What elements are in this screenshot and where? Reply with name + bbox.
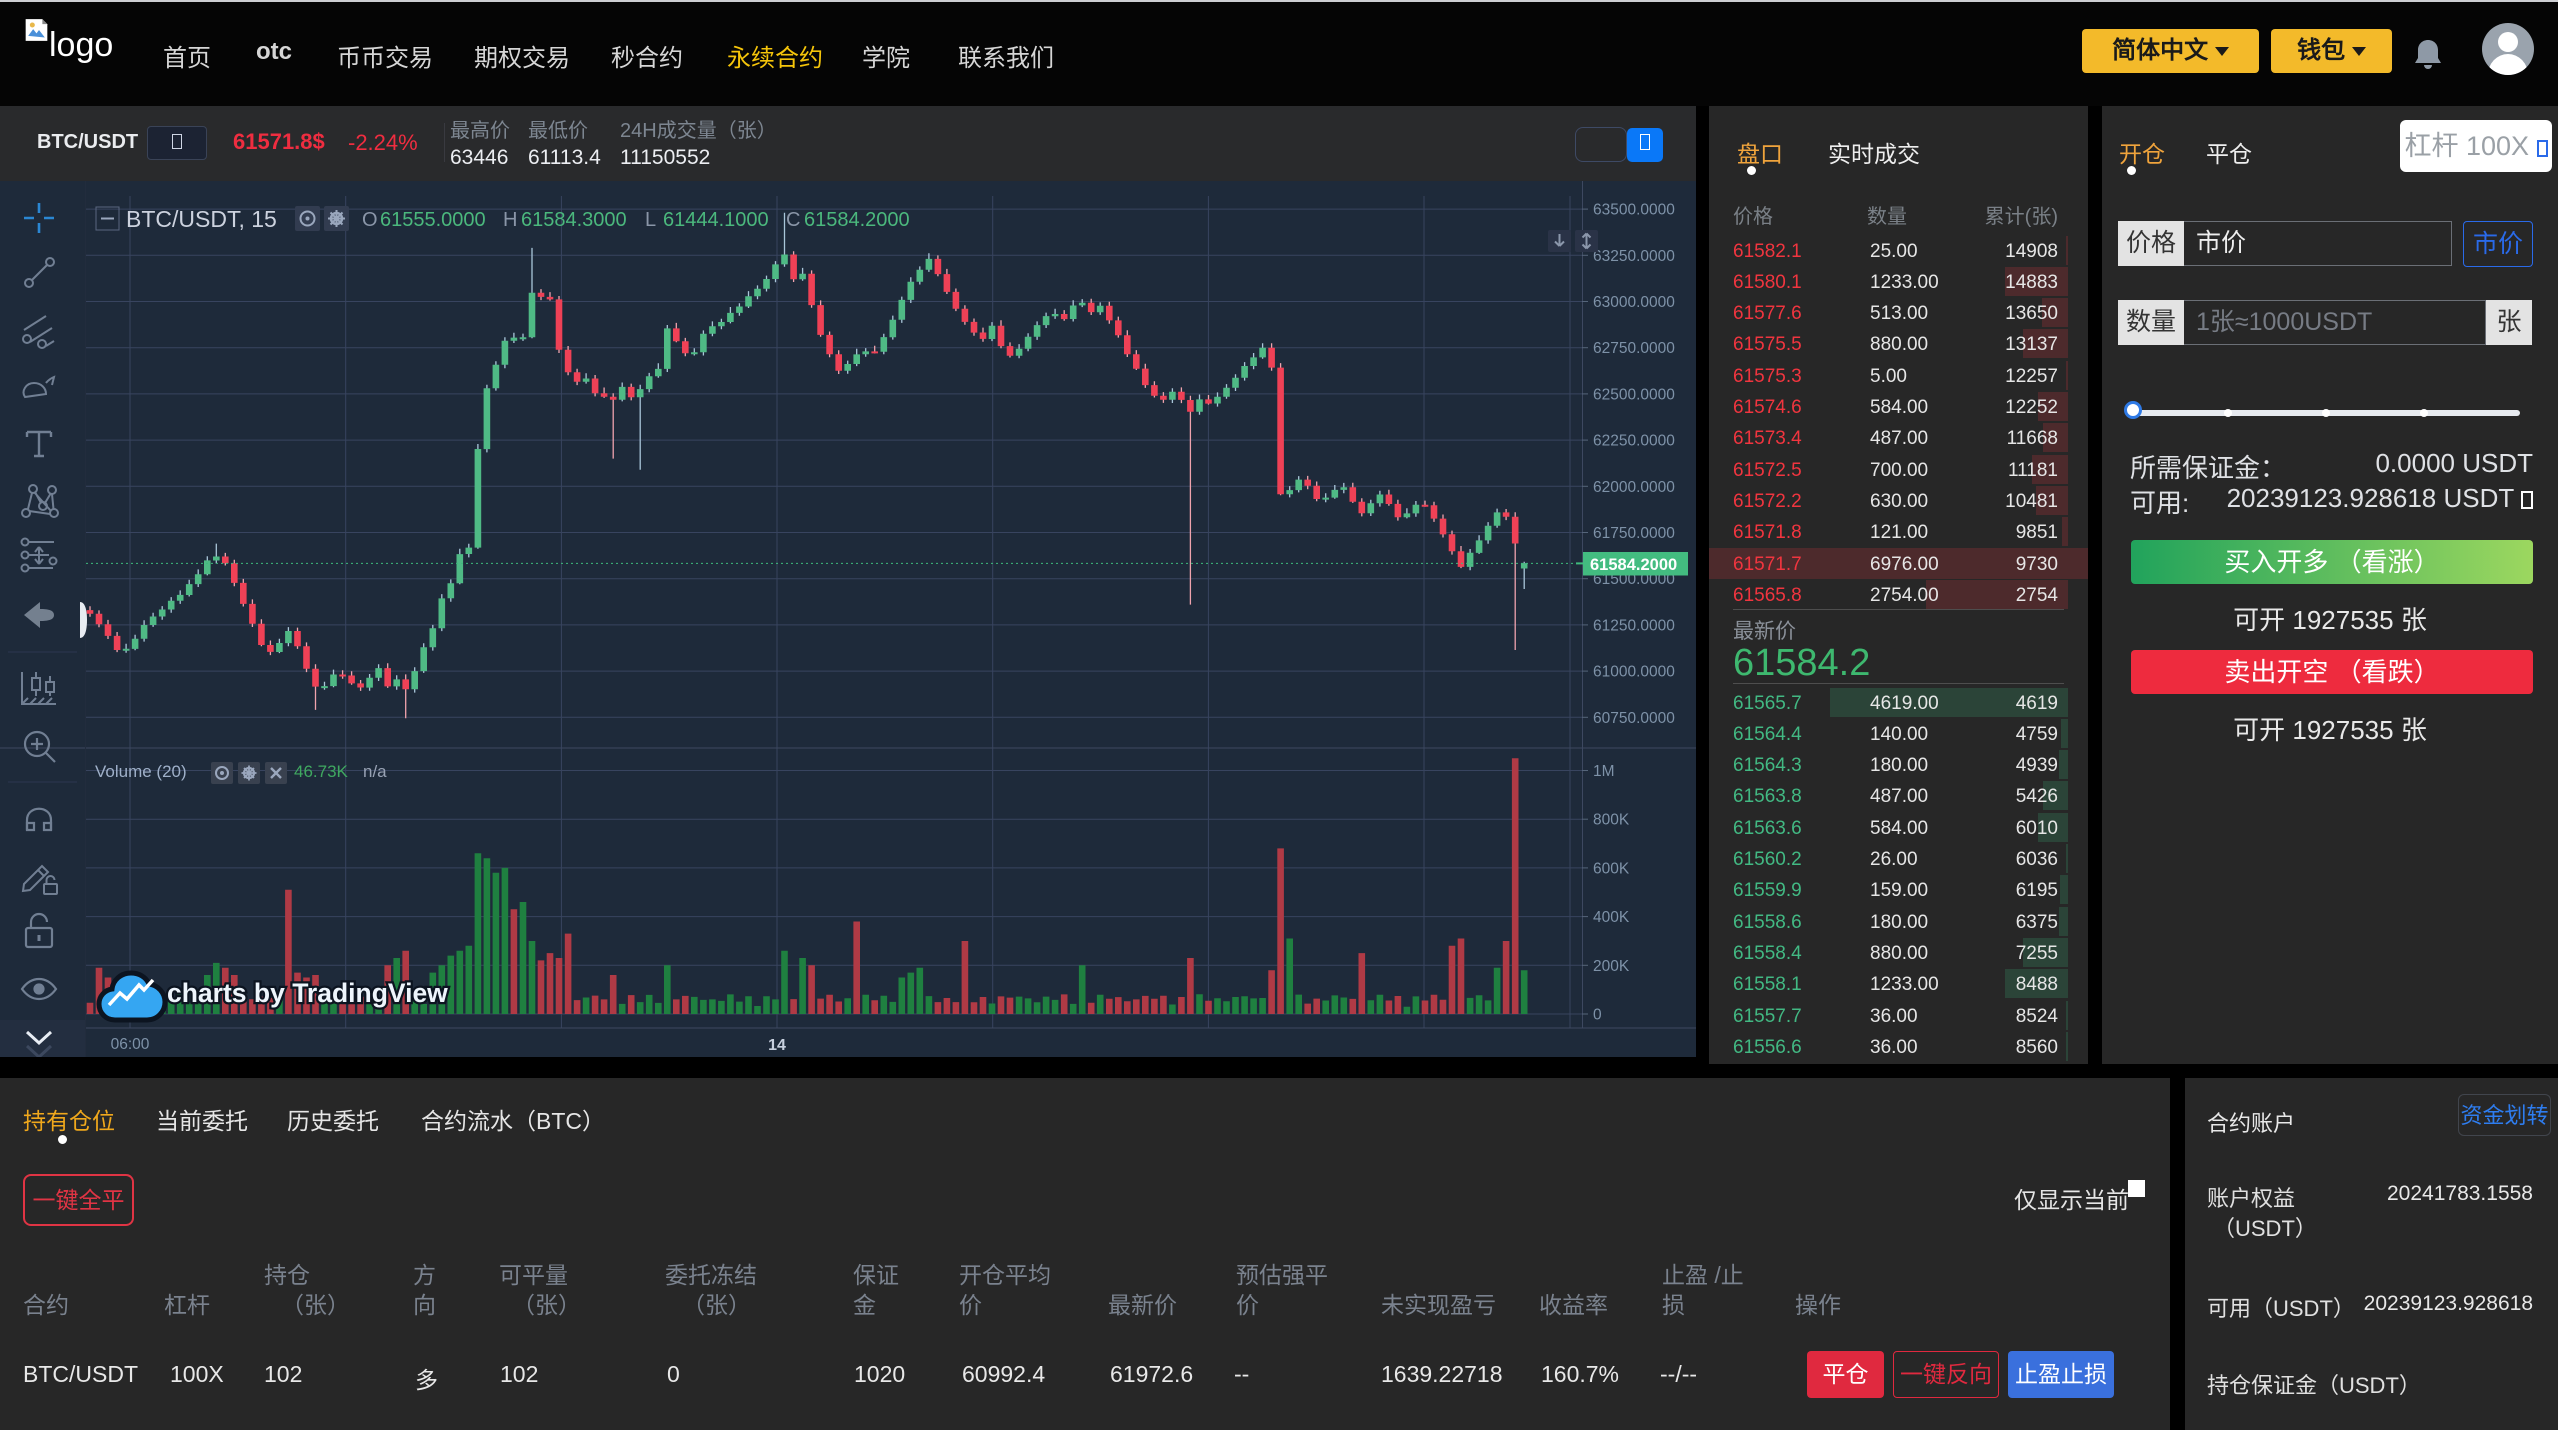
svg-text:61584.2000: 61584.2000 xyxy=(1590,556,1677,574)
svg-text:46.73K: 46.73K xyxy=(294,762,349,781)
svg-text:61555.0000: 61555.0000 xyxy=(380,209,486,231)
svg-text:charts by TradingView: charts by TradingView xyxy=(167,978,448,1008)
svg-text:BTC/USDT, 15: BTC/USDT, 15 xyxy=(126,206,277,232)
svg-text:62000.0000: 62000.0000 xyxy=(1593,479,1675,496)
svg-text:63000.0000: 63000.0000 xyxy=(1593,294,1675,311)
svg-text:n/a: n/a xyxy=(363,762,387,781)
svg-text:61000.0000: 61000.0000 xyxy=(1593,664,1675,681)
svg-text:62250.0000: 62250.0000 xyxy=(1593,433,1675,450)
svg-text:63250.0000: 63250.0000 xyxy=(1593,248,1675,265)
svg-text:61584.2000: 61584.2000 xyxy=(804,209,910,231)
svg-text:63500.0000: 63500.0000 xyxy=(1593,202,1675,219)
svg-text:600K: 600K xyxy=(1593,860,1630,877)
svg-text:61250.0000: 61250.0000 xyxy=(1593,617,1675,634)
svg-text:L: L xyxy=(645,209,656,231)
svg-text:0: 0 xyxy=(1593,1007,1602,1024)
svg-text:O: O xyxy=(362,209,378,231)
svg-text:H: H xyxy=(503,209,517,231)
svg-text:C: C xyxy=(786,209,800,231)
svg-text:61584.3000: 61584.3000 xyxy=(521,209,627,231)
svg-text:61750.0000: 61750.0000 xyxy=(1593,525,1675,542)
svg-text:61444.1000: 61444.1000 xyxy=(663,209,769,231)
svg-text:14: 14 xyxy=(768,1037,786,1054)
svg-text:400K: 400K xyxy=(1593,909,1630,926)
svg-text:200K: 200K xyxy=(1593,958,1630,975)
svg-text:62500.0000: 62500.0000 xyxy=(1593,386,1675,403)
svg-text:1M: 1M xyxy=(1593,763,1615,780)
svg-text:800K: 800K xyxy=(1593,812,1630,829)
svg-text:62750.0000: 62750.0000 xyxy=(1593,340,1675,357)
svg-text:Volume (20): Volume (20) xyxy=(95,762,187,781)
svg-text:60750.0000: 60750.0000 xyxy=(1593,710,1675,727)
svg-text:06:00: 06:00 xyxy=(111,1036,150,1053)
